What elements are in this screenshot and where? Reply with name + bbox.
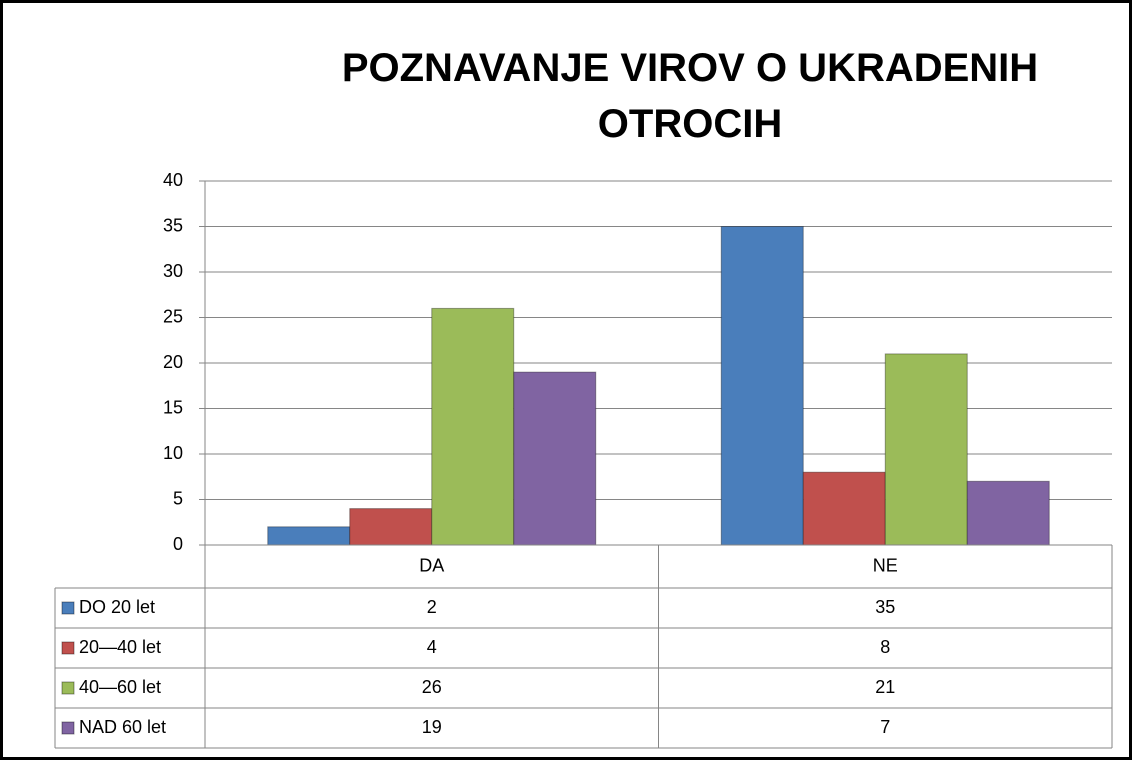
table-value: 19 (422, 717, 442, 737)
table-value: 26 (422, 677, 442, 697)
y-tick-label: 5 (173, 488, 183, 508)
y-tick-label: 0 (173, 534, 183, 554)
bar (431, 307, 515, 546)
bar (966, 480, 1050, 546)
legend-label: 20—40 let (79, 637, 161, 657)
y-tick-label: 30 (163, 261, 183, 281)
table-value: 21 (875, 677, 895, 697)
bar (802, 471, 886, 546)
x-tick-label: NE (873, 555, 898, 575)
legend-label: DO 20 let (79, 597, 155, 617)
legend-key (61, 681, 75, 695)
bar (513, 371, 597, 546)
legend-key (61, 641, 75, 655)
x-tick-label: DA (419, 555, 444, 575)
bar (720, 226, 804, 546)
bar (884, 353, 968, 546)
legend-key (61, 601, 75, 615)
table-value: 4 (427, 637, 437, 657)
y-tick-label: 40 (163, 170, 183, 190)
legend-label: NAD 60 let (79, 717, 166, 737)
legend-key (61, 721, 75, 735)
y-tick-label: 25 (163, 306, 183, 326)
y-tick-label: 35 (163, 215, 183, 235)
y-tick-label: 20 (163, 352, 183, 372)
legend-label: 40—60 let (79, 677, 161, 697)
table-value: 8 (880, 637, 890, 657)
y-tick-label: 10 (163, 443, 183, 463)
y-tick-label: 15 (163, 397, 183, 417)
bar (349, 508, 433, 546)
bar (267, 526, 351, 546)
table-value: 35 (875, 597, 895, 617)
table-value: 2 (427, 597, 437, 617)
table-value: 7 (880, 717, 890, 737)
chart-title: POZNAVANJE VIROV O UKRADENIH OTROCIH (341, 46, 1039, 146)
